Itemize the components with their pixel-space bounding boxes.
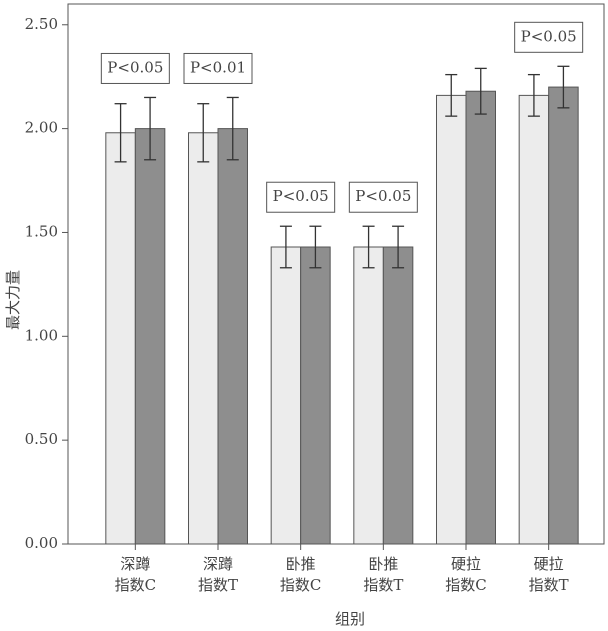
annotation: P<0.05	[355, 187, 411, 205]
annotation-box	[514, 21, 584, 53]
x-tick-label: 指数C	[280, 576, 321, 594]
x-tick-label: 硬拉	[534, 555, 564, 573]
plot-frame	[67, 3, 605, 545]
y-tick-label: 1.50	[25, 222, 58, 240]
annotation: P<0.05	[521, 27, 577, 45]
x-tick-label: 指数T	[363, 576, 403, 594]
bar	[382, 246, 414, 545]
y-tick-label: 2.50	[25, 15, 58, 33]
annotation-box	[100, 52, 170, 84]
y-axis-label: 最大力量	[4, 270, 22, 330]
annotation: P<0.05	[273, 187, 329, 205]
annotation-box	[266, 181, 336, 213]
x-tick-label: 卧推	[286, 555, 316, 573]
annotation: P<0.01	[190, 58, 246, 76]
bar	[548, 86, 579, 545]
y-tick-label: 2.00	[25, 119, 58, 137]
x-tick-label: 深蹲	[203, 555, 233, 573]
bar	[518, 94, 550, 545]
bar	[465, 90, 496, 545]
y-tick-label: 0.00	[25, 534, 58, 552]
x-tick-label: 深蹲	[120, 555, 150, 573]
bar	[134, 128, 166, 545]
bar	[436, 94, 467, 545]
x-tick-label: 指数T	[529, 576, 569, 594]
x-tick-label: 指数T	[198, 576, 238, 594]
annotation-box	[183, 52, 253, 84]
x-tick-label: 卧推	[368, 555, 398, 573]
y-tick-label: 0.50	[25, 430, 58, 448]
bar	[217, 128, 248, 545]
bar	[105, 132, 136, 545]
x-tick-label: 指数C	[115, 576, 156, 594]
bar	[300, 246, 331, 545]
x-tick-label: 指数C	[445, 576, 486, 594]
y-tick-label: 1.00	[25, 326, 58, 344]
annotation: P<0.05	[107, 58, 163, 76]
bar	[188, 132, 219, 545]
annotation-box	[348, 181, 418, 213]
bar	[270, 246, 302, 545]
x-tick-label: 硬拉	[451, 555, 481, 573]
x-axis-label: 组别	[335, 610, 365, 628]
bar	[353, 246, 384, 545]
